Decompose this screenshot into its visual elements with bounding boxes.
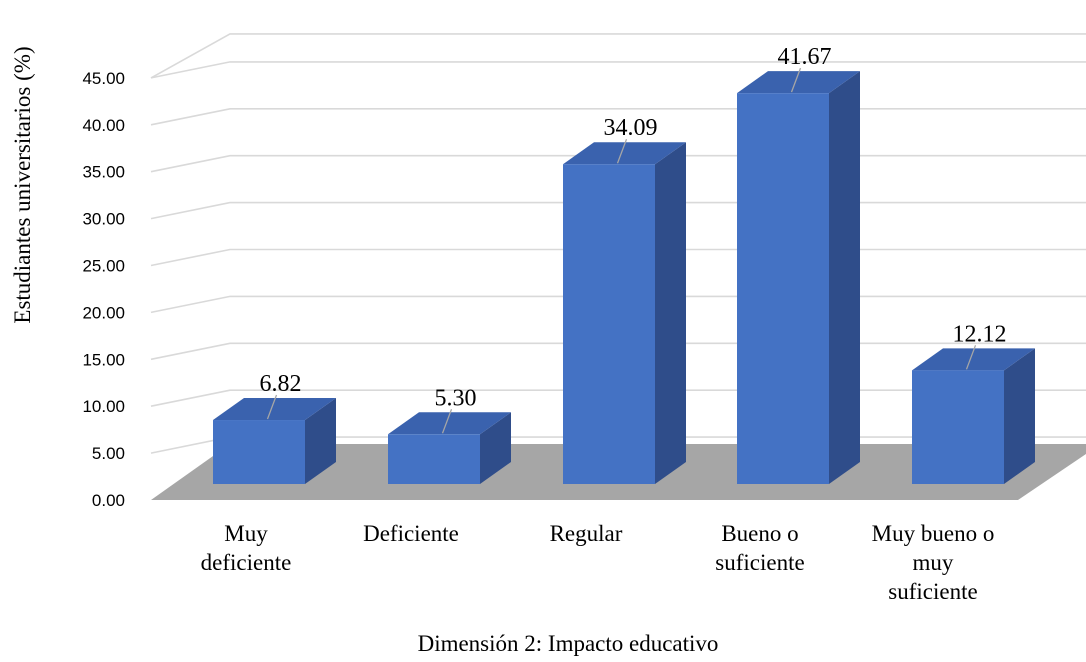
y-tick-label: 20.00 <box>82 303 125 322</box>
data-label: 5.30 <box>435 385 477 411</box>
bar <box>737 71 860 484</box>
gridline <box>150 61 1086 79</box>
x-tick-label: Regular <box>550 521 623 546</box>
bar-top-face <box>737 71 860 94</box>
gridlines <box>150 33 1086 454</box>
leader-line <box>790 67 802 93</box>
y-axis-ticks: 0.00 5.00 10.00 15.00 20.00 25.00 30.00 35.00 40… <box>82 69 125 510</box>
bar <box>912 348 1035 484</box>
y-tick-label: 35.00 <box>82 163 125 182</box>
data-label: 41.67 <box>778 44 832 70</box>
bar-top-face <box>388 412 511 435</box>
y-tick-label: 0.00 <box>92 491 125 510</box>
bar-top-face <box>563 142 686 165</box>
leader-line <box>441 409 453 434</box>
bar-side-face <box>305 398 336 484</box>
bar <box>388 412 511 484</box>
bar-front-face <box>737 93 829 484</box>
y-tick-label: 10.00 <box>82 397 125 416</box>
data-label: 6.82 <box>260 371 302 397</box>
bar-side-face <box>829 71 860 484</box>
leader-line <box>266 394 278 420</box>
bars <box>213 71 1035 485</box>
y-tick-label: 15.00 <box>82 350 125 369</box>
y-tick-label: 45.00 <box>82 69 125 88</box>
leader-line <box>616 139 628 164</box>
leader-line <box>965 345 977 370</box>
x-tick-label: Muy bueno o muy suficiente <box>872 521 995 604</box>
data-label: 34.09 <box>604 115 658 141</box>
x-axis-title: Dimensión 2: Impacto educativo <box>418 631 719 656</box>
y-tick-label: 5.00 <box>92 444 125 463</box>
bar-front-face <box>213 420 305 484</box>
data-labels: 6.82 5.30 34.09 41.67 12.12 <box>260 44 1007 434</box>
y-tick-label: 40.00 <box>82 116 125 135</box>
x-axis-categories: Muy deficiente Deficiente Regular Bueno o suf… <box>201 521 995 604</box>
bar <box>563 142 686 485</box>
bar-front-face <box>563 164 655 485</box>
bar-front-face <box>388 434 480 484</box>
bar-front-face <box>912 370 1004 484</box>
y-tick-label: 25.00 <box>82 257 125 276</box>
data-label: 12.12 <box>953 321 1007 347</box>
x-tick-label: Muy deficiente <box>201 521 292 575</box>
x-tick-label: Deficiente <box>363 521 459 546</box>
bar-top-face <box>213 398 336 421</box>
bar-side-face <box>480 412 511 484</box>
x-tick-label: Bueno o suficiente <box>715 521 804 575</box>
y-axis-title: Estudiantes universitarios (%) <box>10 46 35 323</box>
y-tick-label: 30.00 <box>82 210 125 229</box>
bar-side-face <box>1004 348 1035 484</box>
bar-top-face <box>912 348 1035 371</box>
bar-side-face <box>655 142 686 485</box>
bar <box>213 398 336 484</box>
gridline <box>150 33 1086 79</box>
